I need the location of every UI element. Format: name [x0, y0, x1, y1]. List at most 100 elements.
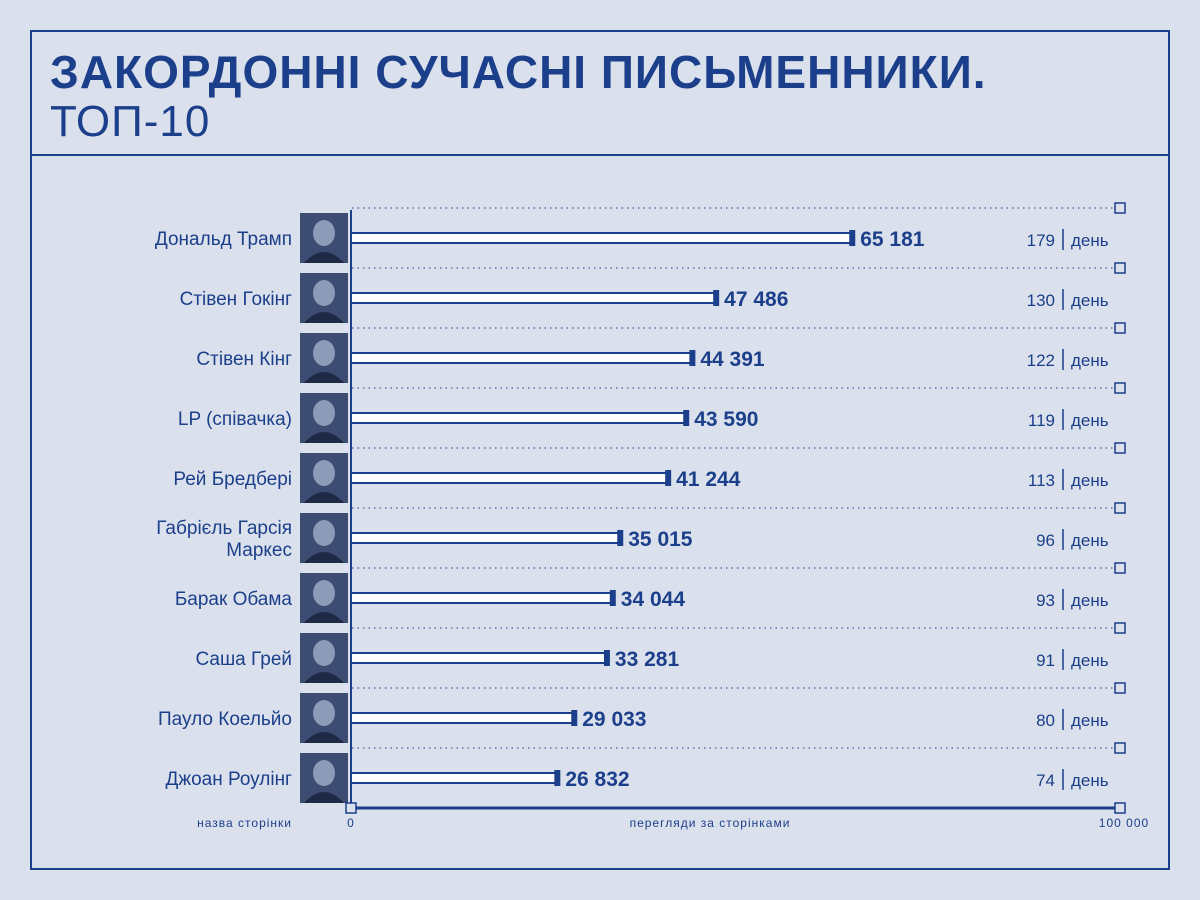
- per-day-unit: день: [1071, 411, 1109, 430]
- per-day-unit: день: [1071, 531, 1109, 550]
- portrait-shoulders: [304, 492, 344, 503]
- header: ЗАКОРДОННІ СУЧАСНІ ПИСЬМЕННИКИ. ТОП-10: [32, 32, 1168, 156]
- x-axis-title: перегляди за сторінками: [630, 816, 791, 830]
- category-label: Маркес: [226, 540, 292, 561]
- value-label: 47 486: [724, 288, 788, 311]
- bar-end-cap: [689, 350, 696, 366]
- per-day-value: 119: [1028, 411, 1055, 430]
- bar-end-cap: [554, 770, 561, 786]
- grid-line-end-marker: [1114, 682, 1126, 694]
- per-day-unit: день: [1071, 231, 1109, 250]
- grid-line-end-marker: [1114, 442, 1126, 454]
- grid-line-end-marker: [1114, 622, 1126, 634]
- portrait-shoulders: [304, 252, 344, 263]
- portrait-head: [313, 640, 335, 666]
- portrait-head: [313, 460, 335, 486]
- value-label: 43 590: [694, 408, 758, 431]
- category-label: Барак Обама: [175, 589, 293, 610]
- bar-end-cap: [609, 590, 616, 606]
- x-tick-label: 100 000: [1099, 816, 1149, 830]
- value-label: 41 244: [676, 468, 741, 491]
- category-label: Стівен Гокінг: [180, 289, 292, 310]
- bar: [350, 592, 614, 604]
- per-day-unit: день: [1071, 711, 1109, 730]
- portrait-shoulders: [304, 672, 344, 683]
- value-label: 29 033: [582, 708, 646, 731]
- category-label: Рей Бредбері: [173, 469, 292, 490]
- category-label: Дональд Трамп: [155, 229, 292, 250]
- per-day-value: 113: [1028, 471, 1055, 490]
- per-day-value: 74: [1036, 771, 1055, 790]
- per-day-unit: день: [1071, 351, 1109, 370]
- portrait-head: [313, 400, 335, 426]
- category-label: Джоан Роулінг: [166, 769, 293, 790]
- bar: [350, 412, 688, 424]
- bar: [350, 712, 576, 724]
- bar-end-cap: [849, 230, 856, 246]
- bar: [350, 292, 718, 304]
- portrait-shoulders: [304, 612, 344, 623]
- value-label: 65 181: [860, 228, 925, 251]
- category-label: Габрієль Гарсія: [156, 518, 292, 539]
- grid-line-end-marker: [1114, 202, 1126, 214]
- grid-line-end-marker: [1114, 742, 1126, 754]
- portrait-head: [313, 580, 335, 606]
- grid-line-end-marker: [1114, 322, 1126, 334]
- per-day-value: 93: [1036, 591, 1055, 610]
- per-day-unit: день: [1071, 591, 1109, 610]
- bar: [350, 232, 854, 244]
- per-day-value: 179: [1027, 231, 1055, 250]
- grid-line-end-marker: [1114, 262, 1126, 274]
- per-day-unit: день: [1071, 291, 1109, 310]
- category-label: Пауло Коельйо: [158, 709, 292, 730]
- per-day-unit: день: [1071, 471, 1109, 490]
- portrait-head: [313, 280, 335, 306]
- bar: [350, 472, 670, 484]
- per-day-unit: день: [1071, 771, 1109, 790]
- bar-end-cap: [571, 710, 578, 726]
- x-axis-start-marker: [345, 802, 357, 814]
- bar-end-cap: [603, 650, 610, 666]
- portrait-shoulders: [304, 432, 344, 443]
- value-label: 35 015: [628, 528, 693, 551]
- grid-line-end-marker: [1114, 502, 1126, 514]
- grid-line-end-marker: [1114, 562, 1126, 574]
- portrait-shoulders: [304, 792, 344, 803]
- bar-end-cap: [665, 470, 672, 486]
- y-axis-title: назва сторінки: [197, 816, 292, 830]
- portrait-head: [313, 700, 335, 726]
- per-day-value: 80: [1036, 711, 1055, 730]
- portrait-head: [313, 760, 335, 786]
- x-axis-end-marker: [1114, 802, 1126, 814]
- portrait-shoulders: [304, 732, 344, 743]
- bar-end-cap: [617, 530, 624, 546]
- per-day-value: 96: [1036, 531, 1055, 550]
- value-label: 33 281: [615, 648, 680, 671]
- portrait-head: [313, 520, 335, 546]
- bar: [350, 532, 622, 544]
- per-day-value: 122: [1027, 351, 1055, 370]
- page-title: ЗАКОРДОННІ СУЧАСНІ ПИСЬМЕННИКИ.: [50, 46, 987, 98]
- per-day-unit: день: [1071, 651, 1109, 670]
- category-label: Стівен Кінг: [196, 349, 292, 370]
- portrait-shoulders: [304, 552, 344, 563]
- chart-frame: ЗАКОРДОННІ СУЧАСНІ ПИСЬМЕННИКИ. ТОП-10: [30, 30, 1170, 870]
- portrait-shoulders: [304, 312, 344, 323]
- category-label: Саша Грей: [195, 649, 292, 670]
- per-day-value: 130: [1027, 291, 1055, 310]
- value-label: 34 044: [621, 588, 686, 611]
- x-tick-label: 0: [347, 816, 355, 830]
- category-label: LP (співачка): [178, 409, 292, 430]
- bar: [350, 352, 694, 364]
- grid-line-end-marker: [1114, 382, 1126, 394]
- value-label: 26 832: [565, 768, 629, 791]
- value-label: 44 391: [700, 348, 765, 371]
- bar-end-cap: [713, 290, 720, 306]
- bar: [350, 772, 559, 784]
- portrait-shoulders: [304, 372, 344, 383]
- bar-end-cap: [683, 410, 690, 426]
- portrait-head: [313, 340, 335, 366]
- bar: [350, 652, 608, 664]
- page-subtitle: ТОП-10: [50, 97, 211, 146]
